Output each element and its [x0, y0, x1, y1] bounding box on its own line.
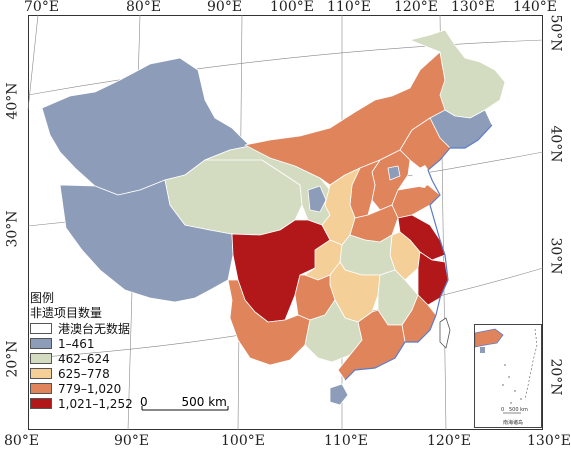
province-hainan	[329, 383, 349, 406]
scale-zero: 0	[140, 395, 148, 409]
legend-label: 港澳台无数据	[58, 322, 131, 336]
legend-label: 625–778	[58, 366, 110, 381]
right-tick: 20°N	[547, 358, 564, 396]
right-tick: 40°N	[547, 125, 564, 163]
top-tick: 80°E	[126, 0, 162, 15]
coastline	[344, 124, 493, 381]
map-legend: 图例 非遗项目数量 港澳台无数据 1–461 462–624 625–778 7…	[30, 291, 133, 411]
island-dot	[508, 376, 510, 378]
left-tick: 40°N	[4, 82, 21, 120]
bottom-tick: 80°E	[4, 433, 40, 449]
legend-label: 779–1,020	[58, 381, 122, 396]
bottom-tick: 100°E	[221, 433, 265, 449]
scale-distance: 500 km	[181, 395, 227, 409]
inset-map	[475, 328, 538, 414]
bottom-tick: 110°E	[324, 433, 368, 449]
top-tick: 70°E	[24, 0, 60, 15]
scale-bar	[141, 406, 229, 411]
graticule-line	[27, 14, 39, 111]
legend-swatch	[30, 398, 52, 409]
legend-item: 港澳台无数据	[30, 321, 133, 336]
inset-caption: 南海诸岛	[503, 420, 524, 426]
legend-swatch	[30, 353, 52, 364]
island-dot	[510, 402, 512, 404]
island-dot	[514, 390, 516, 392]
right-tick: 30°N	[547, 237, 564, 275]
legend-label: 1,021–1,252	[58, 396, 133, 411]
legend-item: 779–1,020	[30, 381, 133, 396]
left-tick: 30°N	[4, 210, 21, 248]
top-tick: 140°E	[513, 0, 557, 15]
province-tibet	[59, 179, 234, 303]
inset-hainan	[480, 347, 485, 353]
bottom-tick: 130°E	[527, 433, 571, 449]
top-tick: 120°E	[394, 0, 438, 15]
province-taiwan	[439, 317, 451, 349]
island-dot	[520, 398, 522, 400]
legend-swatch	[30, 323, 52, 334]
legend-item: 1,021–1,252	[30, 396, 133, 411]
bottom-tick: 120°E	[427, 433, 471, 449]
legend-label: 462–624	[58, 351, 110, 366]
legend-item: 1–461	[30, 336, 133, 351]
legend-swatch	[30, 338, 52, 349]
top-tick: 110°E	[327, 0, 371, 15]
bohai-sea	[412, 165, 432, 188]
legend-title: 图例	[30, 291, 55, 305]
legend-swatch	[30, 368, 52, 379]
island-dot	[504, 364, 506, 366]
inset-scale-distance: 500 km	[509, 407, 528, 413]
legend-label: 1–461	[58, 336, 95, 351]
province-ningxia	[307, 185, 327, 213]
inset-scale-zero: 0	[501, 407, 505, 413]
inset-boundary	[524, 328, 538, 400]
graticule-line	[27, 39, 544, 96]
inset-coast	[475, 328, 504, 348]
legend-item: 625–778	[30, 366, 133, 381]
legend-item: 462–624	[30, 351, 133, 366]
right-tick: 50°N	[547, 14, 564, 52]
bottom-tick: 90°E	[114, 433, 150, 449]
left-tick: 20°N	[4, 340, 21, 378]
top-tick: 100°E	[270, 0, 314, 15]
province-heilongjiang	[409, 29, 506, 119]
legend-swatch	[30, 383, 52, 394]
legend-subtitle: 非遗项目数量	[30, 306, 103, 320]
scale-label: 0 500 km	[140, 395, 227, 409]
island-dot	[502, 384, 504, 386]
province-hubei	[339, 234, 396, 276]
top-tick: 90°E	[207, 0, 243, 15]
top-tick: 130°E	[451, 0, 495, 15]
province-beijing	[387, 165, 401, 181]
south-china-sea-inset: 0 500 km 南海诸岛	[474, 324, 542, 428]
